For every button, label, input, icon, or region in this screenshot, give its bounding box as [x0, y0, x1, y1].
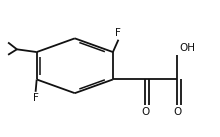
- Text: F: F: [33, 93, 38, 103]
- Text: O: O: [174, 107, 182, 117]
- Text: O: O: [141, 107, 150, 117]
- Text: OH: OH: [179, 43, 195, 53]
- Text: F: F: [116, 28, 121, 38]
